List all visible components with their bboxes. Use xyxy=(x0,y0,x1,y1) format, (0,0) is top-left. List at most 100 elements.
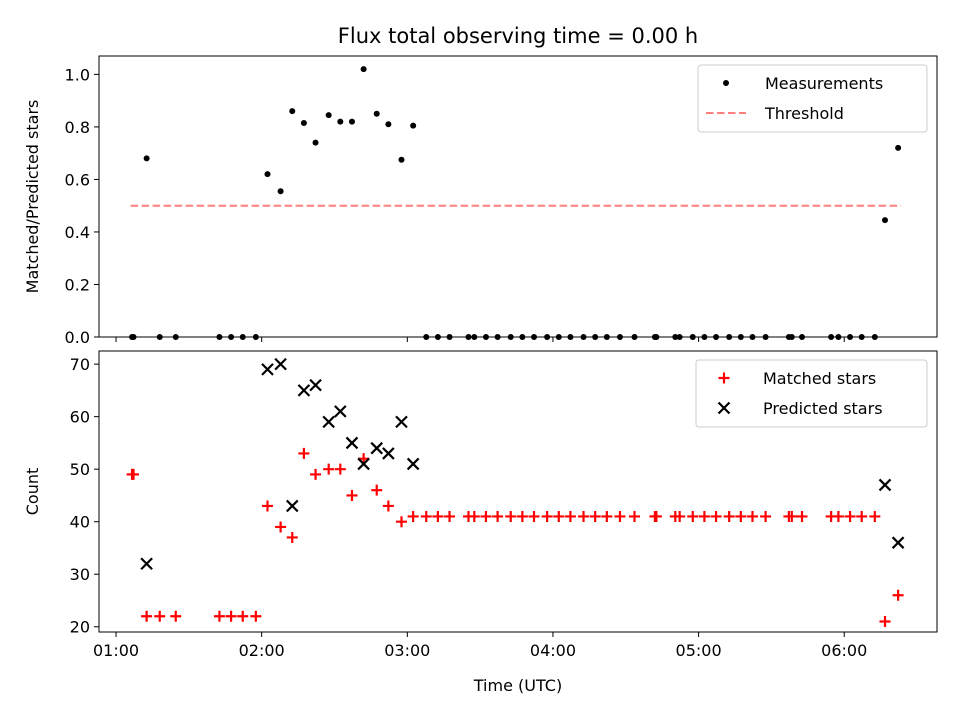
bottom-ylabel: Count xyxy=(23,468,42,516)
matched-star-point xyxy=(237,610,249,622)
legend-label: Matched stars xyxy=(763,369,876,388)
predicted-star-point xyxy=(891,536,905,549)
legend-label: Measurements xyxy=(765,74,883,93)
bottom-legend: Matched stars Predicted stars xyxy=(695,359,928,428)
bottom-ytick-label: 50 xyxy=(70,460,90,479)
matched-star-point xyxy=(629,510,641,522)
legend-predicted-marker xyxy=(717,401,731,415)
measurement-point xyxy=(373,110,380,117)
matched-star-point xyxy=(541,510,553,522)
matched-star-point xyxy=(879,615,891,627)
matched-star-point xyxy=(346,489,358,501)
measurement-point xyxy=(737,334,744,340)
measurement-point xyxy=(882,217,889,224)
legend-label: Predicted stars xyxy=(763,399,883,418)
matched-star-point xyxy=(516,510,528,522)
measurement-point xyxy=(871,334,878,340)
matched-star-point xyxy=(323,463,335,475)
xlabel: Time (UTC) xyxy=(473,676,562,695)
legend-measurements-marker xyxy=(723,80,729,86)
measurement-point xyxy=(749,334,756,340)
measurement-point xyxy=(567,334,574,340)
predicted-star-point xyxy=(406,457,420,471)
predicted-star-point xyxy=(261,363,274,376)
top-legend: Measurements Threshold xyxy=(697,64,928,133)
predicted-star-point xyxy=(274,357,287,371)
legend-frame xyxy=(695,359,928,428)
bottom-ytick-label: 60 xyxy=(70,408,90,427)
measurement-point xyxy=(312,139,319,146)
measurement-point xyxy=(465,334,472,340)
measurement-point xyxy=(348,118,355,125)
top-ylabel: Matched/Predicted stars xyxy=(23,100,42,294)
predicted-star-point xyxy=(140,557,153,570)
matched-star-point xyxy=(275,521,287,533)
matched-star-point xyxy=(492,510,504,522)
measurement-point xyxy=(672,334,679,340)
matched-star-point xyxy=(601,510,613,522)
matched-star-point xyxy=(170,610,182,622)
bottom-ytick-label: 40 xyxy=(70,513,90,532)
measurement-point xyxy=(423,334,430,340)
matched-star-point xyxy=(432,510,444,522)
measurement-point xyxy=(325,112,332,119)
legend-matched-marker xyxy=(718,372,730,384)
matched-star-point xyxy=(553,510,565,522)
measurement-point xyxy=(434,334,441,340)
xtick-label: 01:00 xyxy=(93,641,139,660)
matched-star-point xyxy=(687,510,699,522)
measurement-point xyxy=(172,334,179,340)
predicted-star-point xyxy=(395,415,408,429)
matched-star-point xyxy=(334,463,346,475)
matched-star-point xyxy=(528,510,540,522)
bottom-data-layer xyxy=(126,357,905,627)
top-ytick-label: 0.2 xyxy=(65,275,90,294)
matched-star-point xyxy=(225,610,237,622)
predicted-star-point xyxy=(334,405,347,418)
matched-star-point xyxy=(723,510,735,522)
matched-star-point xyxy=(735,510,747,522)
top-ytick-label: 0.4 xyxy=(65,223,90,242)
top-axes-frame xyxy=(98,55,938,338)
matched-star-point xyxy=(698,510,710,522)
top-panel: 0.0 0.2 0.4 0.6 0.8 1.0 Matched/Predicted star… xyxy=(23,55,938,347)
measurement-point xyxy=(828,334,835,340)
matched-star-point xyxy=(614,510,626,522)
matched-star-point xyxy=(358,453,370,465)
xtick-label: 04:00 xyxy=(530,641,576,660)
measurement-point xyxy=(398,156,405,163)
chart-title: Flux total observing time = 0.00 h xyxy=(338,24,698,48)
matched-star-point xyxy=(371,484,383,496)
matched-star-point xyxy=(154,610,166,622)
predicted-star-point xyxy=(382,447,395,460)
matched-star-point xyxy=(213,610,225,622)
matched-star-point xyxy=(832,510,844,522)
matched-star-point xyxy=(480,510,492,522)
measurement-point xyxy=(713,334,720,340)
matched-star-point xyxy=(141,610,153,622)
predicted-star-point xyxy=(297,384,311,397)
measurement-point xyxy=(277,188,284,195)
measurement-point xyxy=(689,334,696,340)
matched-star-point xyxy=(796,510,808,522)
measurement-point xyxy=(835,334,842,340)
measurement-point xyxy=(858,334,865,340)
bottom-axes-frame xyxy=(98,350,938,633)
xtick-label: 03:00 xyxy=(384,641,430,660)
measurement-point xyxy=(603,334,610,340)
measurement-point xyxy=(580,334,587,340)
measurement-point xyxy=(788,334,795,340)
measurement-point xyxy=(239,334,246,340)
measurement-point xyxy=(482,334,489,340)
matched-star-point xyxy=(382,500,394,512)
predicted-star-point xyxy=(878,478,892,492)
measurement-point xyxy=(300,119,307,126)
measurement-point xyxy=(385,121,392,128)
measurement-point xyxy=(337,118,344,125)
top-ytick-label: 0.8 xyxy=(65,118,90,137)
matched-star-point xyxy=(395,516,407,528)
matched-star-point xyxy=(892,589,904,601)
top-ytick-label: 1.0 xyxy=(65,65,90,84)
measurement-point xyxy=(726,334,733,340)
top-data-layer xyxy=(129,66,902,340)
